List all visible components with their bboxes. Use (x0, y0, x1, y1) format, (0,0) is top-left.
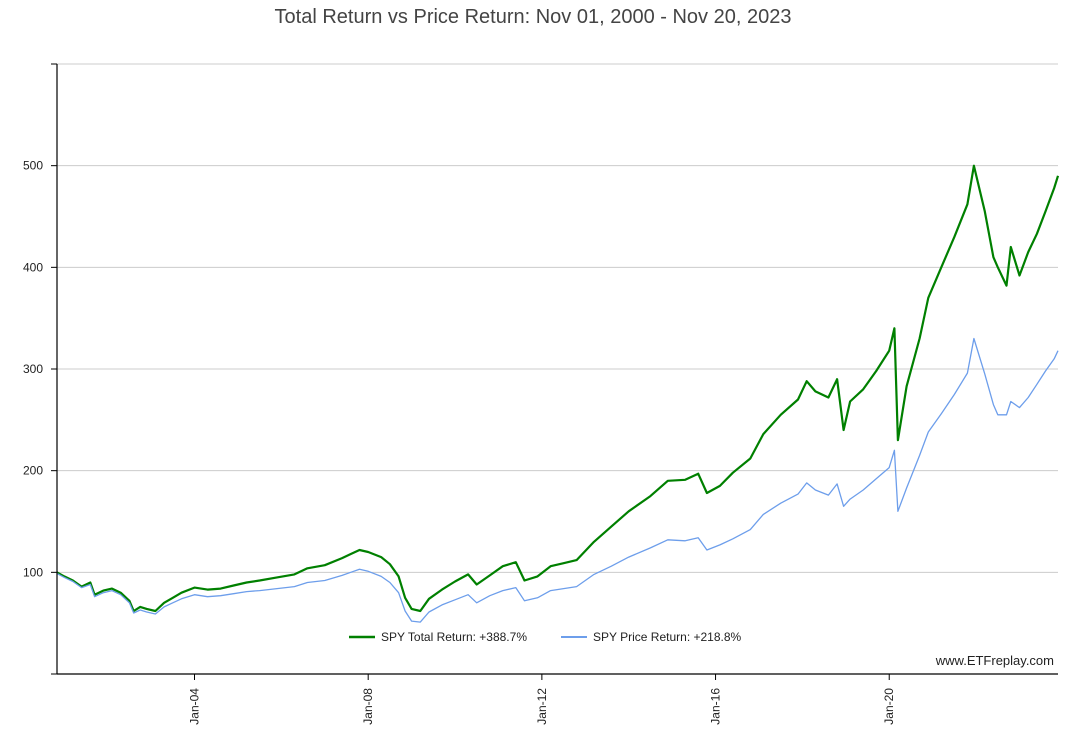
series-line-price-return (56, 337, 1059, 623)
x-tick-label: Jan-04 (188, 688, 202, 725)
legend-label: SPY Total Return: +388.7% (381, 630, 527, 644)
grid-lines (57, 63, 1058, 573)
legend: SPY Total Return: +388.7% SPY Price Retur… (349, 630, 742, 644)
legend-label: SPY Price Return: +218.8% (593, 630, 742, 644)
chart-title: Total Return vs Price Return: Nov 01, 20… (274, 6, 792, 28)
y-tick-label: 200 (23, 464, 43, 478)
x-tick-label: Jan-20 (882, 688, 896, 725)
axes: 100 200 300 400 500 Jan-04 Jan-08 Jan-12 Jan-16 J… (23, 63, 1058, 725)
series-layer (56, 164, 1060, 623)
watermark: www.ETFreplay.com (935, 653, 1054, 668)
y-tick-label: 300 (23, 362, 43, 376)
y-tick-label: 100 (23, 565, 43, 579)
x-tick-label: Jan-12 (535, 688, 549, 725)
series-line-total-return (56, 164, 1060, 613)
x-tick-label: Jan-16 (709, 688, 723, 725)
y-tick-label: 500 (23, 159, 43, 173)
y-tick-label: 400 (23, 260, 43, 274)
x-tick-label: Jan-08 (361, 688, 375, 725)
